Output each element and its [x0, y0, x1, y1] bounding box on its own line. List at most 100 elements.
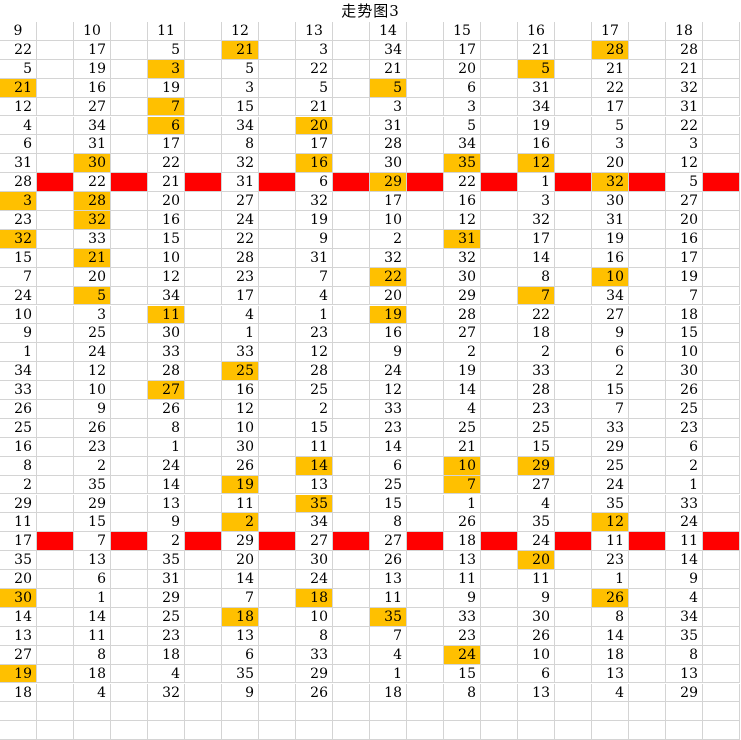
number-cell[interactable]: 10	[518, 645, 555, 665]
number-cell[interactable]: 30	[592, 192, 629, 211]
number-cell[interactable]: 6	[74, 570, 111, 589]
number-cell[interactable]: 20	[592, 154, 629, 174]
empty-cell[interactable]	[444, 702, 481, 722]
empty-cell[interactable]	[481, 702, 518, 722]
empty-cell[interactable]	[333, 702, 370, 722]
empty-cell[interactable]	[111, 721, 148, 740]
number-cell[interactable]: 25	[0, 418, 37, 438]
highlighted-number-cell[interactable]: 31	[444, 229, 481, 249]
highlighted-number-cell[interactable]: 24	[444, 645, 481, 665]
number-cell[interactable]: 2	[0, 475, 37, 495]
number-cell[interactable]: 11	[222, 494, 259, 514]
number-cell[interactable]: 10	[370, 211, 407, 230]
number-cell[interactable]: 6	[666, 437, 703, 457]
number-cell[interactable]: 18	[370, 683, 407, 703]
number-cell[interactable]: 9	[296, 229, 333, 249]
number-cell[interactable]: 24	[148, 456, 185, 476]
number-cell[interactable]: 17	[148, 135, 185, 155]
number-cell[interactable]: 34	[222, 116, 259, 136]
number-cell[interactable]: 3	[444, 97, 481, 117]
number-cell[interactable]: 25	[74, 324, 111, 344]
empty-cell[interactable]	[407, 702, 444, 722]
number-cell[interactable]: 9	[148, 513, 185, 533]
number-cell[interactable]: 13	[666, 664, 703, 684]
highlighted-number-cell[interactable]: 32	[0, 229, 37, 249]
number-cell[interactable]: 26	[444, 513, 481, 533]
number-cell[interactable]: 1	[518, 173, 555, 193]
number-cell[interactable]: 1	[0, 343, 37, 363]
number-cell[interactable]: 6	[222, 645, 259, 665]
number-cell[interactable]: 5	[444, 116, 481, 136]
number-cell[interactable]: 24	[296, 570, 333, 589]
number-cell[interactable]: 8	[0, 456, 37, 476]
empty-cell[interactable]	[555, 702, 592, 722]
number-cell[interactable]: 33	[666, 494, 703, 514]
highlighted-number-cell[interactable]: 2	[222, 513, 259, 533]
number-cell[interactable]: 10	[74, 381, 111, 400]
number-cell[interactable]: 17	[444, 40, 481, 60]
number-cell[interactable]: 35	[222, 664, 259, 684]
number-cell[interactable]: 26	[222, 456, 259, 476]
number-cell[interactable]: 8	[74, 645, 111, 665]
number-cell[interactable]: 8	[444, 683, 481, 703]
number-cell[interactable]: 32	[296, 192, 333, 211]
number-cell[interactable]: 8	[370, 513, 407, 533]
number-cell[interactable]: 15	[222, 97, 259, 117]
number-cell[interactable]: 32	[444, 248, 481, 268]
number-cell[interactable]: 13	[222, 626, 259, 646]
number-cell[interactable]: 6	[592, 343, 629, 363]
highlighted-number-cell[interactable]: 10	[592, 267, 629, 287]
number-cell[interactable]: 9	[518, 589, 555, 608]
empty-cell[interactable]	[296, 721, 333, 740]
number-cell[interactable]: 30	[370, 154, 407, 174]
number-cell[interactable]: 16	[666, 229, 703, 249]
number-cell[interactable]: 9	[370, 343, 407, 363]
number-cell[interactable]: 12	[74, 362, 111, 382]
empty-cell[interactable]	[629, 702, 666, 722]
number-cell[interactable]: 1	[74, 589, 111, 608]
number-cell[interactable]: 17	[592, 97, 629, 117]
number-cell[interactable]: 11	[444, 570, 481, 589]
number-cell[interactable]: 29	[666, 683, 703, 703]
number-cell[interactable]: 6	[444, 78, 481, 98]
number-cell[interactable]: 20	[74, 267, 111, 287]
number-cell[interactable]: 34	[666, 607, 703, 627]
number-cell[interactable]: 8	[518, 267, 555, 287]
number-cell[interactable]: 7	[666, 286, 703, 306]
number-cell[interactable]: 34	[444, 135, 481, 155]
empty-cell[interactable]	[666, 721, 703, 740]
number-cell[interactable]: 24	[74, 343, 111, 363]
empty-cell[interactable]	[518, 721, 555, 740]
number-cell[interactable]: 1	[296, 305, 333, 325]
number-cell[interactable]: 27	[222, 192, 259, 211]
empty-cell[interactable]	[407, 721, 444, 740]
highlighted-number-cell[interactable]: 32	[74, 211, 111, 230]
number-cell[interactable]: 4	[0, 116, 37, 136]
number-cell[interactable]: 12	[0, 97, 37, 117]
number-cell[interactable]: 34	[518, 97, 555, 117]
number-cell[interactable]: 33	[296, 645, 333, 665]
number-cell[interactable]: 26	[74, 418, 111, 438]
highlighted-number-cell[interactable]: 25	[222, 362, 259, 382]
number-cell[interactable]: 17	[370, 192, 407, 211]
number-cell[interactable]: 16	[148, 211, 185, 230]
highlighted-number-cell[interactable]: 5	[518, 59, 555, 79]
number-cell[interactable]: 31	[370, 116, 407, 136]
number-cell[interactable]: 23	[148, 626, 185, 646]
number-cell[interactable]: 11	[370, 589, 407, 608]
number-cell[interactable]: 3	[518, 192, 555, 211]
number-cell[interactable]: 28	[518, 381, 555, 400]
number-cell[interactable]: 7	[592, 400, 629, 419]
number-cell[interactable]: 1	[666, 475, 703, 495]
number-cell[interactable]: 35	[148, 551, 185, 571]
highlighted-number-cell[interactable]: 12	[592, 513, 629, 533]
highlighted-number-cell[interactable]: 3	[148, 59, 185, 79]
number-cell[interactable]: 19	[444, 362, 481, 382]
highlighted-number-cell[interactable]: 29	[518, 456, 555, 476]
number-cell[interactable]: 4	[222, 305, 259, 325]
number-cell[interactable]: 21	[444, 437, 481, 457]
number-cell[interactable]: 14	[592, 626, 629, 646]
number-cell[interactable]: 34	[370, 40, 407, 60]
empty-cell[interactable]	[0, 702, 37, 722]
number-cell[interactable]: 14	[74, 607, 111, 627]
